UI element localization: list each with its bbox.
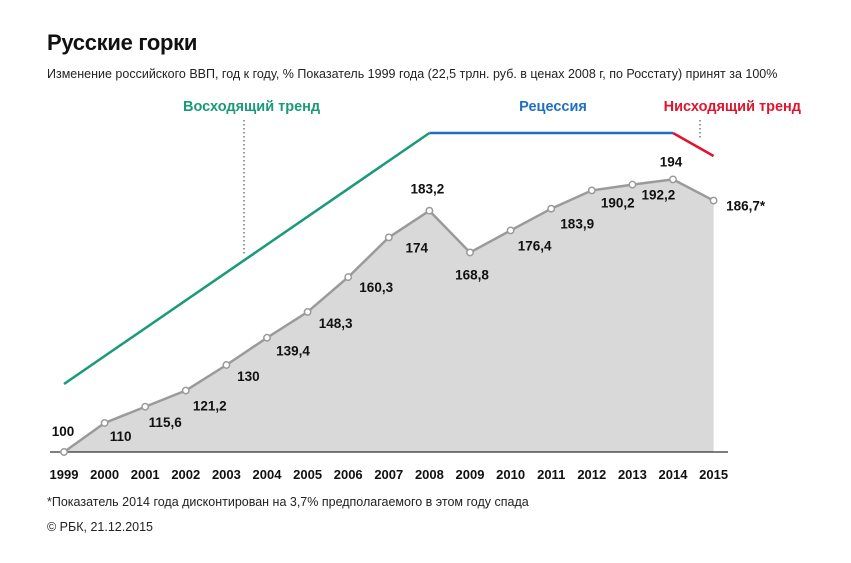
data-label-2001: 115,6: [149, 415, 183, 430]
data-point-2013: [628, 180, 637, 189]
trend-label-rising: Восходящий тренд: [183, 99, 320, 115]
x-tick-2003: 2003: [212, 467, 241, 482]
data-point-2009: [466, 248, 474, 257]
data-label-2008: 183,2: [411, 182, 445, 197]
data-point-2008: [425, 206, 434, 215]
data-point-2003: [222, 361, 231, 369]
data-point-2015: [709, 196, 718, 205]
data-point-2011: [547, 204, 556, 213]
x-tick-2015: 2015: [699, 467, 728, 482]
data-point-2000: [100, 419, 109, 427]
data-label-1999: 100: [52, 424, 75, 439]
data-point-2002: [181, 386, 190, 395]
data-point-2007: [384, 233, 393, 242]
data-label-2011: 183,9: [560, 217, 594, 232]
data-label-2009: 168,8: [455, 267, 489, 282]
data-point-2001: [141, 402, 150, 411]
data-label-2013: 192,2: [642, 188, 676, 203]
data-label-2012: 190,2: [601, 195, 635, 210]
x-tick-2010: 2010: [496, 467, 525, 482]
data-label-2010: 176,4: [518, 238, 552, 253]
trend-line-rising: [63, 131, 431, 386]
x-tick-2001: 2001: [131, 467, 160, 482]
data-label-2003: 130: [237, 369, 260, 384]
x-tick-2012: 2012: [577, 467, 606, 482]
trend-label-falling: Нисходящий тренд: [664, 99, 801, 115]
credit-line: © РБК, 21.12.2015: [47, 520, 154, 534]
data-point-2004: [263, 333, 271, 342]
trend-line-falling: [672, 131, 715, 158]
chart-subtitle: Изменение российского ВВП, год к году, %…: [47, 67, 778, 81]
x-tick-2007: 2007: [374, 467, 403, 482]
data-point-2010: [506, 226, 515, 235]
x-tick-2014: 2014: [659, 467, 689, 482]
x-tick-1999: 1999: [50, 467, 79, 482]
data-label-2014: 194: [660, 154, 683, 169]
data-point-2012: [587, 186, 596, 195]
x-tick-2008: 2008: [415, 467, 444, 482]
data-label-2007: 174: [406, 240, 429, 255]
x-tick-2006: 2006: [334, 467, 363, 482]
data-label-2002: 121,2: [193, 399, 227, 414]
data-label-2004: 139,4: [276, 344, 310, 359]
trend-label-recession: Рецессия: [519, 99, 587, 115]
x-tick-2009: 2009: [456, 467, 485, 482]
footnote: *Показатель 2014 года дисконтирован на 3…: [47, 495, 529, 509]
area-fill: [64, 179, 714, 452]
x-tick-2004: 2004: [253, 467, 283, 482]
data-point-1999: [60, 448, 68, 456]
x-tick-2002: 2002: [171, 467, 200, 482]
data-label-2015: 186,7*: [726, 199, 766, 214]
x-tick-2013: 2013: [618, 467, 647, 482]
data-point-2005: [303, 307, 312, 316]
data-point-2006: [344, 273, 353, 282]
data-label-2000: 110: [110, 429, 132, 444]
x-tick-2005: 2005: [293, 467, 322, 482]
chart-title: Русские горки: [47, 30, 198, 55]
data-label-2006: 160,3: [359, 280, 393, 295]
data-label-2005: 148,3: [319, 316, 353, 331]
data-point-2014: [669, 175, 677, 184]
x-tick-2011: 2011: [537, 467, 565, 482]
x-tick-2000: 2000: [90, 467, 119, 482]
